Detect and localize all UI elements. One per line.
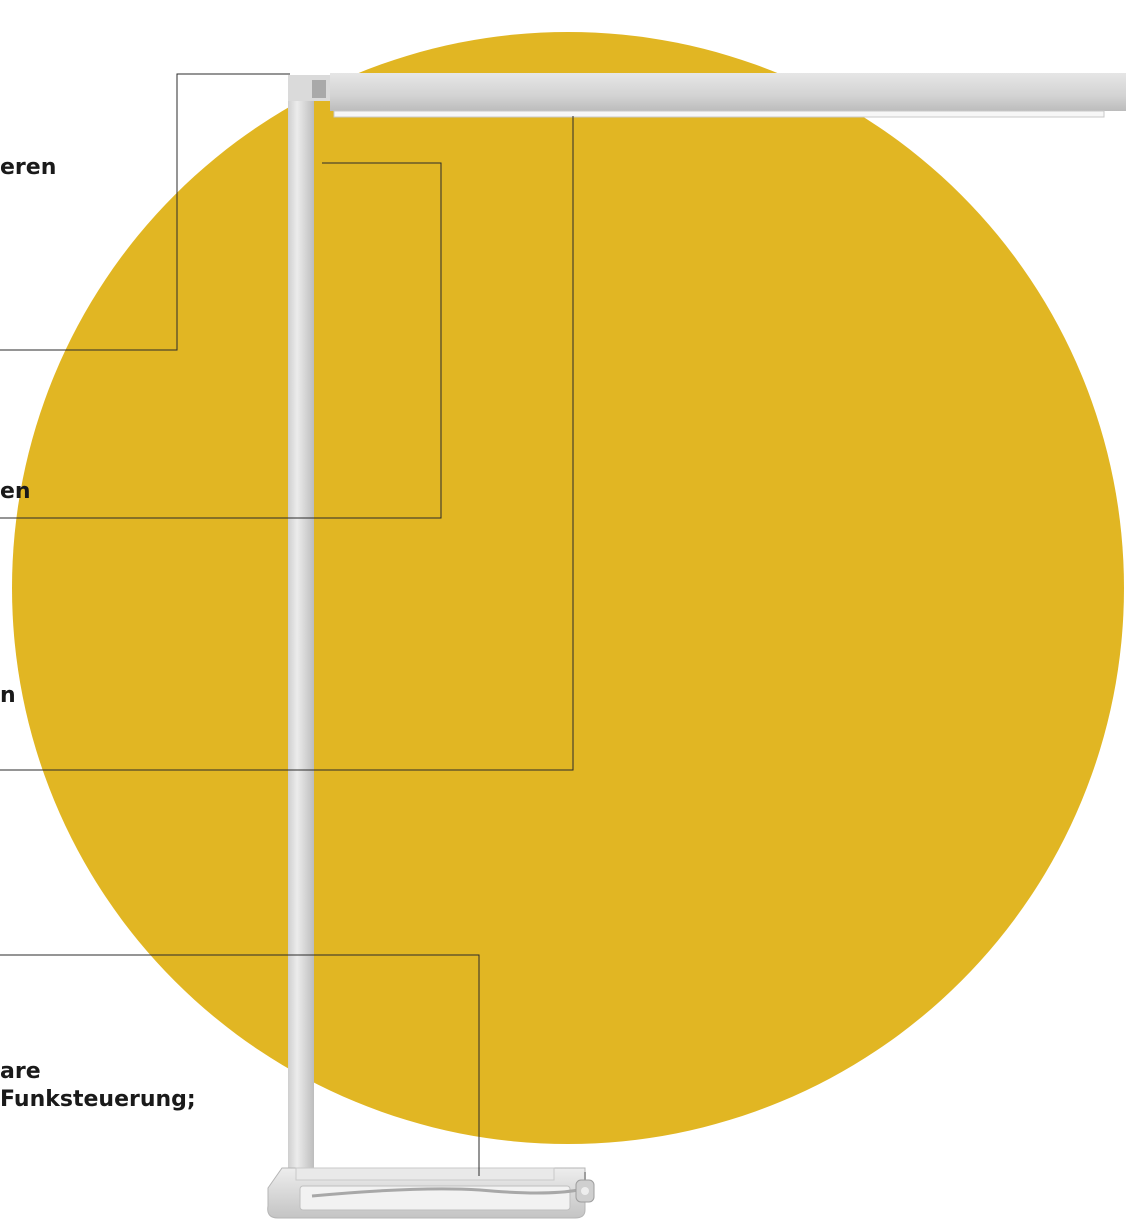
lamp-joint-shadow <box>312 80 326 98</box>
leader-line-joint <box>0 73 290 351</box>
lamp-arm <box>330 73 1126 111</box>
power-plug-icon <box>575 1172 595 1203</box>
leader-line-pole <box>0 162 442 519</box>
background-circle <box>12 32 1124 1144</box>
lamp-base-top <box>295 1167 555 1181</box>
lamp-pole <box>288 76 314 1172</box>
leader-line-arm <box>0 116 574 771</box>
lamp-diffuser <box>333 110 1105 118</box>
leader-line-base <box>0 954 480 1176</box>
floor-lamp-icon <box>267 73 1126 1219</box>
lamp-cable <box>311 1187 579 1198</box>
